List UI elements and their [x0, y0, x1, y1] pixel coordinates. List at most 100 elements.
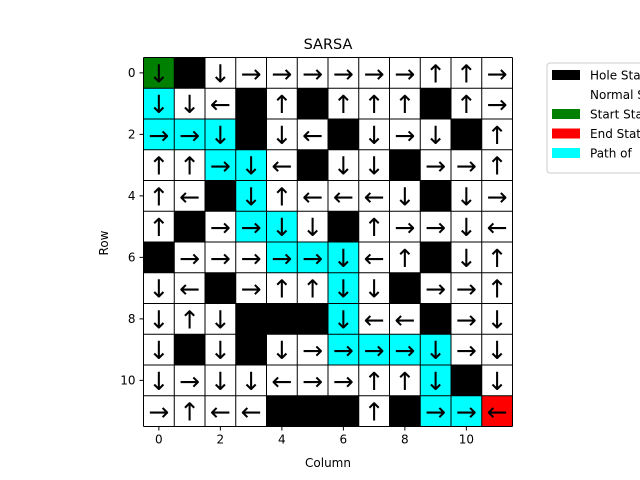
cell-r9-c10: [451, 334, 482, 365]
legend-swatch: [552, 148, 580, 158]
cell-r1-c10: [451, 88, 482, 119]
cell-r7-c0: [143, 272, 175, 304]
cell-r9-c6: [328, 334, 359, 365]
arrow-r9-c10: →: [456, 336, 477, 365]
arrow-r8-c2: ↓: [210, 305, 231, 334]
y-tick-label: 10: [120, 373, 135, 387]
cell-r10-c6: [328, 365, 359, 396]
cell-r2-c9: [420, 119, 451, 150]
cell-r5-c10: [451, 211, 482, 242]
cell-r11-c3: [235, 395, 267, 427]
arrow-r11-c2: ←: [210, 398, 231, 427]
cell-r4-c3: [235, 180, 267, 212]
cell-r5-c1: [174, 211, 205, 242]
arrow-r11-c3: ←: [241, 398, 262, 427]
cell-r6-c7: [358, 242, 390, 273]
cell-r1-c11: [481, 88, 513, 119]
x-tick-label: 2: [217, 433, 225, 447]
arrow-r6-c10: ↓: [456, 244, 477, 273]
cell-r9-c9: [420, 334, 451, 365]
arrow-r7-c0: ↓: [148, 275, 169, 304]
cell-r10-c2: [205, 365, 236, 396]
arrow-r2-c8: →: [394, 121, 415, 150]
arrow-r1-c0: ↓: [148, 90, 169, 119]
arrow-r7-c1: ←: [179, 275, 200, 304]
cell-r4-c11: [481, 180, 513, 212]
legend-label: Hole State: [590, 69, 640, 83]
cell-r7-c9: [420, 272, 451, 304]
arrow-r6-c5: →: [302, 244, 323, 273]
arrow-r0-c2: ↓: [210, 59, 231, 88]
cell-r11-c0: [143, 395, 175, 427]
arrow-r10-c6: →: [333, 367, 354, 396]
arrow-r10-c4: ←: [271, 367, 292, 396]
cell-r9-c0: [143, 334, 175, 365]
arrow-r5-c7: ↑: [364, 213, 385, 242]
cell-r8-c3: [235, 303, 267, 335]
arrow-r4-c4: ↑: [271, 182, 292, 211]
arrow-r4-c6: ←: [333, 182, 354, 211]
arrow-r5-c11: ←: [487, 213, 508, 242]
cell-r10-c9: [420, 365, 451, 396]
cell-r7-c8: [389, 272, 421, 304]
arrow-r9-c6: →: [333, 336, 354, 365]
arrow-r5-c0: ↑: [148, 213, 169, 242]
arrow-r3-c1: ↑: [179, 152, 200, 181]
arrow-r5-c9: →: [425, 213, 446, 242]
cell-r3-c11: [481, 149, 513, 181]
cell-r8-c10: [451, 303, 482, 335]
cell-r8-c7: [358, 303, 390, 335]
arrow-r10-c8: ↑: [394, 367, 415, 396]
arrow-r7-c10: →: [456, 275, 477, 304]
arrow-r6-c11: ↑: [487, 244, 508, 273]
cell-r8-c5: [297, 303, 328, 335]
cell-r2-c3: [235, 119, 267, 150]
cell-r6-c3: [235, 242, 267, 273]
cell-r5-c9: [420, 211, 451, 242]
cell-r1-c8: [389, 88, 421, 119]
cell-r6-c0: [143, 242, 175, 273]
arrow-r7-c6: ↓: [333, 275, 354, 304]
y-tick-label: 0: [128, 66, 136, 80]
y-tick-label: 8: [128, 312, 136, 326]
cell-r11-c11: [481, 395, 513, 427]
arrow-r9-c11: ↓: [487, 336, 508, 365]
cell-r8-c9: [420, 303, 451, 335]
cell-r0-c4: [266, 57, 298, 89]
arrow-r3-c10: →: [456, 152, 477, 181]
cell-r2-c8: [389, 119, 421, 150]
cell-r2-c4: [266, 119, 298, 150]
cell-r6-c5: [297, 242, 328, 273]
arrow-r5-c2: →: [210, 213, 231, 242]
legend-label: End State: [590, 127, 640, 141]
arrow-r3-c7: ↓: [364, 152, 385, 181]
arrow-r0-c9: ↑: [425, 59, 446, 88]
cell-r1-c6: [328, 88, 359, 119]
legend-swatch: [552, 109, 580, 119]
cell-r7-c2: [205, 272, 236, 304]
cell-r3-c1: [174, 149, 205, 181]
x-tick-label: 10: [459, 433, 474, 447]
arrow-r8-c6: ↓: [333, 305, 354, 334]
arrow-r1-c2: ←: [210, 90, 231, 119]
cell-r10-c7: [358, 365, 390, 396]
arrow-r3-c2: →: [210, 152, 231, 181]
arrow-r3-c6: ↓: [333, 152, 354, 181]
cell-r6-c9: [420, 242, 451, 273]
cell-r8-c11: [481, 303, 513, 335]
cell-r9-c11: [481, 334, 513, 365]
legend: Hole State Normal State Start State End Sta…: [546, 62, 640, 174]
cell-r2-c5: [297, 119, 328, 150]
cell-r11-c6: [328, 395, 359, 427]
cell-r0-c9: [420, 57, 451, 89]
arrow-r3-c11: ↑: [487, 152, 508, 181]
cell-r3-c0: [143, 149, 175, 181]
cell-r11-c1: [174, 395, 205, 427]
cell-r4-c6: [328, 180, 359, 212]
cell-r9-c5: [297, 334, 328, 365]
cell-r5-c11: [481, 211, 513, 242]
cell-r2-c0: [143, 119, 175, 150]
cell-r4-c9: [420, 180, 451, 212]
legend-label: Path of: [590, 147, 633, 161]
